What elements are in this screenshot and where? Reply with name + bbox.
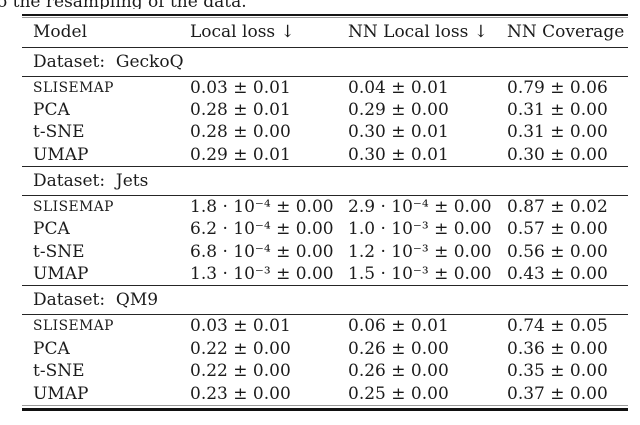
- model-name: UMAP: [33, 144, 89, 165]
- table-row: PCA 6.2 · 10⁻⁴ ± 0.00 1.0 · 10⁻³ ± 0.00 0.5…: [22, 218, 628, 241]
- model-name: PCA: [33, 99, 70, 120]
- results-table: Model Local loss ↓ NN Local loss ↓ NN Co…: [22, 18, 628, 405]
- caption-fragment-clip: o the resampling of the data.: [0, 0, 640, 9]
- bottom-rule-light-line: [22, 405, 628, 407]
- metric-value: 0.35 ± 0.00: [507, 361, 608, 382]
- table-row: t-SNE 6.8 · 10⁻⁴ ± 0.00 1.2 · 10⁻³ ± 0.00 0…: [22, 241, 628, 264]
- metric-value: 0.74 ± 0.05: [507, 316, 608, 337]
- metric-value: 0.28 ± 0.00: [190, 122, 291, 143]
- dataset-label: Dataset: GeckoQ: [33, 51, 184, 72]
- model-name: UMAP: [33, 264, 89, 285]
- metric-value: 1.2 · 10⁻³ ± 0.00: [348, 241, 492, 262]
- metric-value: 0.22 ± 0.00: [190, 338, 291, 359]
- metric-value: 0.23 ± 0.00: [190, 383, 291, 404]
- metric-value: 0.28 ± 0.01: [190, 99, 291, 120]
- metric-value: 0.57 ± 0.00: [507, 219, 608, 240]
- model-name: SLISEMAP: [33, 318, 114, 335]
- results-table-container: Model Local loss ↓ NN Local loss ↓ NN Co…: [22, 14, 628, 411]
- table-row: PCA 0.28 ± 0.01 0.29 ± 0.00 0.31 ± 0.00: [22, 99, 628, 122]
- column-header-model: Model: [33, 22, 88, 43]
- model-name: PCA: [33, 219, 70, 240]
- metric-value: 0.03 ± 0.01: [190, 77, 291, 98]
- metric-value: 0.37 ± 0.00: [507, 383, 608, 404]
- model-name: t-SNE: [33, 122, 85, 143]
- table-row: SLISEMAP 1.8 · 10⁻⁴ ± 0.00 2.9 · 10⁻⁴ ± 0.…: [22, 195, 628, 218]
- metric-value: 0.43 ± 0.00: [507, 264, 608, 285]
- metric-value: 0.03 ± 0.01: [190, 316, 291, 337]
- dataset-label: Dataset: QM9: [33, 290, 159, 311]
- table-row: SLISEMAP 0.03 ± 0.01 0.06 ± 0.01 0.74 ± 0.0…: [22, 315, 628, 338]
- dataset-label: Dataset: Jets: [33, 170, 149, 191]
- metric-value: 0.79 ± 0.06: [507, 77, 608, 98]
- metric-value: 0.06 ± 0.01: [348, 316, 449, 337]
- table-row: SLISEMAP 0.03 ± 0.01 0.04 ± 0.01 0.79 ± 0.0…: [22, 76, 628, 99]
- top-rule-dark-line: [22, 14, 628, 16]
- table-row: t-SNE 0.22 ± 0.00 0.26 ± 0.00 0.35 ± 0.00: [22, 360, 628, 383]
- dataset-label-row: Dataset: Jets: [22, 166, 628, 196]
- dataset-section: Dataset: QM9 SLISEMAP 0.03 ± 0.01 0.06 ± 0.…: [22, 285, 628, 406]
- column-header-nn-coverage: NN Coverage ↑: [507, 22, 628, 43]
- model-name: PCA: [33, 338, 70, 359]
- metric-value: 0.36 ± 0.00: [507, 338, 608, 359]
- table-top-double-rule: [22, 14, 628, 18]
- model-name: SLISEMAP: [33, 198, 114, 215]
- dataset-section: Dataset: Jets SLISEMAP 1.8 · 10⁻⁴ ± 0.00 2.…: [22, 166, 628, 285]
- dataset-label-row: Dataset: QM9: [22, 286, 628, 315]
- metric-value: 0.25 ± 0.00: [348, 383, 449, 404]
- metric-value: 6.2 · 10⁻⁴ ± 0.00: [190, 219, 334, 240]
- caption-fragment-text: o the resampling of the data.: [0, 0, 640, 9]
- metric-value: 1.3 · 10⁻³ ± 0.00: [190, 264, 334, 285]
- metric-value: 0.26 ± 0.00: [348, 361, 449, 382]
- metric-value: 1.5 · 10⁻³ ± 0.00: [348, 264, 492, 285]
- model-name: UMAP: [33, 383, 89, 404]
- table-row: t-SNE 0.28 ± 0.00 0.30 ± 0.01 0.31 ± 0.00: [22, 121, 628, 144]
- metric-value: 6.8 · 10⁻⁴ ± 0.00: [190, 241, 334, 262]
- metric-value: 1.8 · 10⁻⁴ ± 0.00: [190, 196, 334, 217]
- metric-value: 0.31 ± 0.00: [507, 122, 608, 143]
- column-header-local-loss: Local loss ↓: [190, 22, 295, 43]
- model-name: t-SNE: [33, 361, 85, 382]
- table-row: UMAP 0.29 ± 0.01 0.30 ± 0.01 0.30 ± 0.00: [22, 144, 628, 167]
- metric-value: 0.29 ± 0.01: [190, 144, 291, 165]
- bottom-rule-dark-line: [22, 408, 628, 411]
- metric-value: 0.56 ± 0.00: [507, 241, 608, 262]
- model-name: t-SNE: [33, 241, 85, 262]
- table-row: PCA 0.22 ± 0.00 0.26 ± 0.00 0.36 ± 0.00: [22, 337, 628, 360]
- dataset-section: Dataset: GeckoQ SLISEMAP 0.03 ± 0.01 0.04 ±…: [22, 47, 628, 166]
- metric-value: 2.9 · 10⁻⁴ ± 0.00: [348, 196, 492, 217]
- table-row: UMAP 1.3 · 10⁻³ ± 0.00 1.5 · 10⁻³ ± 0.00 0.…: [22, 263, 628, 286]
- table-row: UMAP 0.23 ± 0.00 0.25 ± 0.00 0.37 ± 0.00: [22, 383, 628, 406]
- metric-value: 0.31 ± 0.00: [507, 99, 608, 120]
- metric-value: 0.22 ± 0.00: [190, 361, 291, 382]
- metric-value: 0.26 ± 0.00: [348, 338, 449, 359]
- metric-value: 0.30 ± 0.01: [348, 144, 449, 165]
- metric-value: 1.0 · 10⁻³ ± 0.00: [348, 219, 492, 240]
- dataset-label-row: Dataset: GeckoQ: [22, 47, 628, 76]
- metric-value: 0.29 ± 0.00: [348, 99, 449, 120]
- metric-value: 0.87 ± 0.02: [507, 196, 608, 217]
- table-header: Model Local loss ↓ NN Local loss ↓ NN Co…: [22, 18, 628, 47]
- metric-value: 0.30 ± 0.01: [348, 122, 449, 143]
- column-header-nn-local-loss: NN Local loss ↓: [348, 22, 488, 43]
- model-name: SLISEMAP: [33, 79, 114, 96]
- metric-value: 0.30 ± 0.00: [507, 144, 608, 165]
- header-row: Model Local loss ↓ NN Local loss ↓ NN Co…: [22, 18, 628, 47]
- top-rule-light-line: [22, 17, 628, 18]
- table-bottom-double-rule: [22, 405, 628, 411]
- metric-value: 0.04 ± 0.01: [348, 77, 449, 98]
